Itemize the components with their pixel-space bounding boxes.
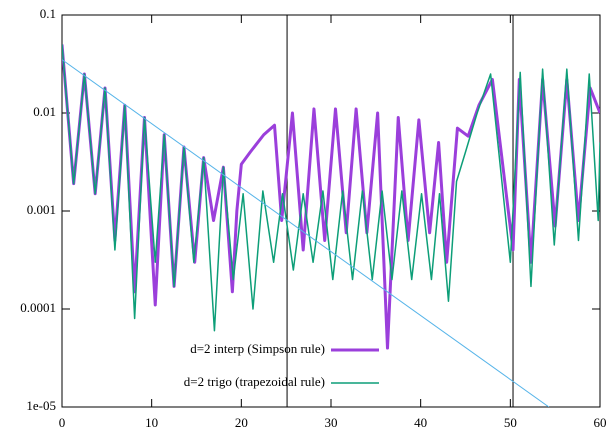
x-tick-label: 60 xyxy=(594,415,607,430)
plot-area xyxy=(62,44,600,407)
y-tick-label: 0.0001 xyxy=(20,300,56,315)
y-tick-label: 0.1 xyxy=(40,6,56,21)
x-tick-label: 10 xyxy=(145,415,158,430)
x-tick-label: 50 xyxy=(504,415,517,430)
y-tick-label: 1e-05 xyxy=(26,398,56,413)
x-tick-label: 40 xyxy=(414,415,427,430)
legend-label: d=2 interp (Simpson rule) xyxy=(190,341,325,356)
series-line xyxy=(62,44,600,350)
y-tick-label: 0.01 xyxy=(33,104,56,119)
x-tick-label: 20 xyxy=(235,415,248,430)
x-tick-label: 0 xyxy=(59,415,66,430)
legend-label: d=2 trigo (trapezoidal rule) xyxy=(184,374,325,389)
plot-frame xyxy=(61,14,601,408)
x-tick-label: 30 xyxy=(325,415,338,430)
series-line xyxy=(62,44,600,332)
y-tick-label: 0.001 xyxy=(27,202,56,217)
series-line xyxy=(62,59,550,407)
